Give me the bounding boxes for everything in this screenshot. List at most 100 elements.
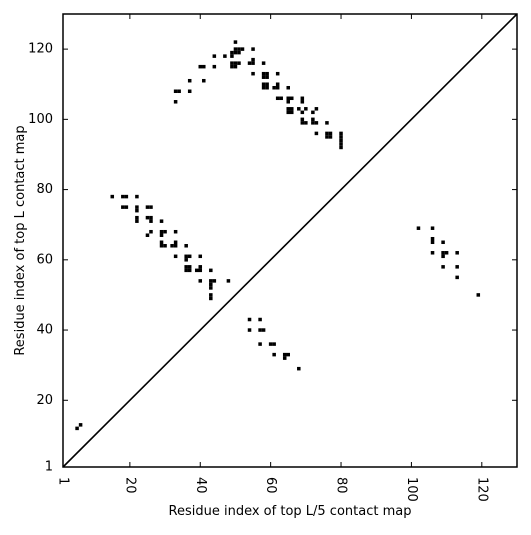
y-tick-label: 40 <box>36 323 53 338</box>
contact-point <box>441 265 445 269</box>
contact-point <box>209 279 213 283</box>
contact-point <box>286 110 290 115</box>
contact-point <box>212 54 217 58</box>
contact-point <box>184 268 188 273</box>
contact-point <box>290 107 294 111</box>
contact-point <box>194 268 199 273</box>
y-tick-label: 100 <box>28 112 53 127</box>
contact-point <box>78 423 83 427</box>
x-tick-label: 80 <box>334 477 349 494</box>
contact-point <box>198 279 203 283</box>
contact-point <box>455 251 459 255</box>
contact-point <box>297 366 301 371</box>
y-axis-label: Residue index of top L contact map <box>13 125 28 355</box>
contact-point <box>110 194 115 199</box>
contact-point <box>430 251 435 255</box>
contact-point <box>251 57 255 62</box>
x-tick-label: 20 <box>122 477 137 494</box>
contact-point <box>282 352 287 357</box>
contact-point <box>290 110 294 115</box>
contact-point <box>300 96 305 101</box>
contact-point <box>300 121 305 125</box>
contact-point <box>314 107 319 111</box>
contact-point <box>240 47 245 51</box>
contact-point <box>328 131 333 136</box>
contact-point <box>209 286 213 290</box>
contact-point <box>198 64 203 69</box>
contact-point <box>441 240 445 245</box>
y-tick-label: 1 <box>45 460 53 475</box>
contact-point <box>187 265 192 269</box>
x-tick-label: 60 <box>263 477 278 494</box>
contact-point <box>135 194 139 199</box>
contact-point <box>163 229 167 234</box>
y-tick-label: 20 <box>36 393 53 408</box>
contact-point <box>135 215 139 220</box>
contact-point <box>265 71 269 76</box>
contact-point <box>311 110 315 115</box>
contact-point <box>282 356 287 360</box>
contact-point <box>233 47 238 51</box>
contact-point <box>173 89 178 94</box>
contact-point <box>275 71 280 76</box>
contact-point <box>311 117 315 122</box>
contact-point <box>177 89 181 94</box>
contact-point <box>455 265 459 269</box>
y-tick-label: 80 <box>36 182 53 197</box>
contact-point <box>286 100 290 104</box>
contact-point <box>187 268 192 273</box>
contact-point <box>223 54 227 58</box>
x-tick-label: 120 <box>474 477 489 502</box>
contact-point <box>198 254 203 259</box>
contact-point <box>258 328 262 332</box>
contact-point <box>187 78 192 83</box>
contact-point <box>237 47 241 51</box>
contact-point <box>149 205 153 209</box>
contact-point <box>311 121 315 125</box>
contact-point <box>145 215 150 220</box>
contact-point <box>124 194 129 199</box>
contact-point <box>272 85 276 90</box>
contact-point <box>279 96 283 101</box>
contact-point <box>202 64 206 69</box>
contact-point <box>198 265 203 269</box>
contact-point <box>173 240 178 245</box>
contact-point <box>202 78 206 83</box>
contact-point <box>149 229 153 234</box>
contact-point <box>304 107 308 111</box>
x-tick-label: 100 <box>404 477 419 502</box>
contact-point <box>226 279 231 283</box>
contact-point <box>187 89 192 94</box>
contact-point <box>339 145 343 150</box>
contact-point <box>339 131 343 136</box>
contact-point <box>159 240 164 245</box>
contact-point <box>173 254 178 259</box>
y-tick-label: 60 <box>36 252 53 267</box>
contact-point <box>261 61 266 65</box>
contact-point <box>300 100 305 104</box>
contact-marks <box>75 40 481 431</box>
contact-point <box>247 61 252 65</box>
contact-point <box>173 100 178 104</box>
contact-point <box>198 268 203 273</box>
contact-point <box>314 131 319 136</box>
contact-point <box>230 64 234 69</box>
contact-point <box>251 71 255 76</box>
contact-point <box>230 61 234 65</box>
contact-point <box>163 244 167 248</box>
contact-point <box>233 50 238 55</box>
contact-point <box>247 317 252 322</box>
contact-point <box>145 205 150 209</box>
contact-point <box>124 205 129 209</box>
contact-point <box>328 135 333 139</box>
contact-point <box>230 54 234 58</box>
contact-point <box>265 75 269 79</box>
contact-point <box>159 229 164 234</box>
contact-point <box>233 64 238 69</box>
x-tick-label: 1 <box>56 477 71 485</box>
x-tick-label: 40 <box>193 477 208 494</box>
contact-point <box>304 121 308 125</box>
contact-point <box>135 205 139 209</box>
contact-point <box>476 293 481 297</box>
